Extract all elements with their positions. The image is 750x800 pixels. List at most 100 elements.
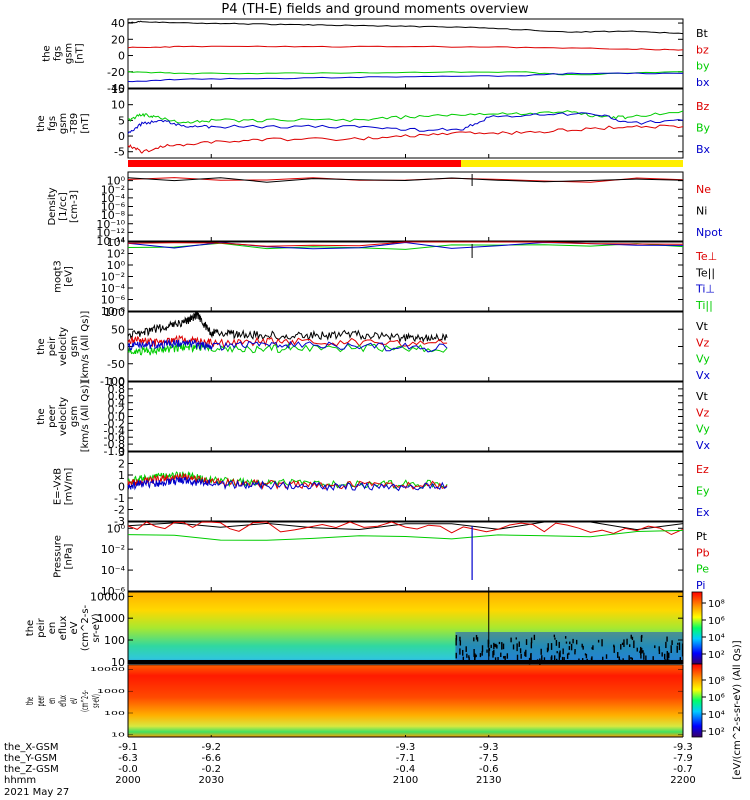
y-axis-label: Pressure	[53, 535, 64, 578]
legend-Vt: Vt	[696, 320, 709, 333]
y-tick-label: -3	[114, 515, 125, 528]
spectrogram-speckle	[474, 653, 476, 661]
spectrogram-fill	[128, 665, 683, 737]
colorbar: 10⁸ 10⁶ 10⁴ 10² 10⁸ 10⁶ 10⁴ 10² [eV/(cm^2-s-sr-…	[691, 591, 743, 780]
panel-peir_eflux: 10000 1000 100 10 the peir en eflux eV (cm^2-s-sr…	[25, 590, 684, 669]
y-tick-label: -0.8	[104, 438, 125, 451]
spectrogram-speckle	[582, 645, 584, 650]
y-axis-label: eflux	[58, 616, 69, 641]
spectrogram-speckle	[666, 653, 669, 662]
y-tick-label: 0.0	[108, 411, 126, 424]
series-line-Ez	[127, 473, 448, 490]
spectrogram-speckle	[663, 653, 666, 660]
y-axis-label: [km/s (All Qs)]	[80, 311, 91, 383]
y-axis-label: en	[46, 698, 58, 704]
y-axis-label: en	[47, 622, 58, 635]
spectrogram-speckle	[585, 653, 588, 659]
y-axis-label: peer	[35, 695, 47, 706]
x-axis-labels: the_X-GSM -9.1 -9.2 -9.3 -9.3 -9.3 the_Y-GSM -6…	[0, 736, 696, 800]
spectrogram-speckle	[525, 649, 527, 657]
spectrogram-speckle	[558, 641, 560, 648]
y-axis-label: peir	[36, 617, 47, 637]
legend-Vz: Vz	[696, 406, 710, 419]
spectrogram-speckle	[575, 639, 578, 645]
spectrogram-speckle	[496, 644, 498, 649]
y-tick-label: 10	[111, 732, 125, 738]
spectrogram-speckle	[670, 645, 672, 653]
y-axis-label: eV	[69, 621, 80, 634]
x-row-value: -9.3	[396, 742, 416, 753]
y-tick-label: 1000	[97, 689, 125, 695]
legend-Ni: Ni	[696, 205, 707, 218]
spectrogram-speckle	[586, 658, 588, 662]
y-tick-label: 0	[118, 481, 125, 494]
legend-Vz: Vz	[696, 336, 710, 349]
y-axis-label: sr-eV)	[90, 694, 102, 708]
spectrogram-speckle	[661, 652, 663, 657]
spectrogram-speckle	[665, 641, 667, 649]
spectrogram-speckle	[466, 653, 468, 658]
spectrogram-speckle	[479, 653, 482, 658]
y-tick-label: 5	[118, 114, 125, 127]
spectrogram-speckle	[645, 655, 647, 663]
y-tick-label: 10⁻⁴	[101, 282, 126, 295]
y-axis-label: the	[36, 408, 47, 424]
spectrogram-speckle	[494, 643, 496, 647]
spectrogram-speckle	[492, 650, 494, 658]
spectrogram-speckle	[562, 648, 564, 655]
y-axis-label: sr-eV)	[91, 613, 102, 642]
x-row-value: -0.7	[673, 764, 693, 775]
y-axis-label: gsm	[64, 43, 75, 64]
spectrogram-speckle	[473, 648, 475, 657]
y-tick-label: -100	[100, 375, 125, 388]
colorbar-tick-label: 10⁴	[708, 633, 725, 644]
legend-Ez: Ez	[696, 463, 709, 476]
spectrogram-speckle	[465, 646, 467, 652]
y-axis-label: the	[24, 697, 36, 705]
x-row-value: -7.1	[396, 753, 416, 764]
spectrogram-speckle	[640, 647, 643, 651]
y-axis-label: moqt3	[53, 260, 64, 293]
legend-Vy: Vy	[696, 353, 710, 366]
spectrogram-speckle	[555, 639, 558, 646]
x-row-value: 2130	[476, 775, 501, 786]
spectrogram-speckle	[530, 653, 532, 662]
legend-Te||: Te||	[695, 266, 715, 279]
legend-Npot: Npot	[696, 226, 723, 239]
spectrogram-speckle	[620, 644, 622, 650]
y-tick-label: -0.2	[104, 417, 125, 430]
spectrogram-speckle	[676, 645, 678, 653]
panel-frame	[127, 381, 684, 452]
spectrogram-speckle	[679, 657, 682, 662]
y-tick-label: 10⁰	[107, 259, 126, 272]
y-tick-label: 100	[104, 711, 125, 717]
x-row-value: -9.1	[118, 742, 138, 753]
panel-frame	[127, 521, 684, 592]
panel-peer_velocity: 1.00.80.60.40.20.0-0.2-0.4-0.6-0.8-1.0 th…	[36, 376, 711, 458]
y-tick-label: 100	[104, 306, 125, 319]
legend-By: By	[696, 122, 711, 135]
spectrogram-speckle	[574, 651, 576, 655]
y-tick-label: 10⁻¹⁴	[96, 235, 125, 248]
spectrogram-speckle	[570, 643, 573, 651]
spectrogram-speckle	[553, 634, 556, 638]
spectrogram-speckle	[455, 652, 457, 659]
x-row-value: 2100	[393, 775, 418, 786]
y-tick-label: -1	[114, 492, 125, 505]
y-tick-label: 10	[111, 656, 125, 669]
spectrogram-speckle	[572, 638, 574, 644]
y-tick-label: 50	[111, 323, 125, 336]
colorbar-tick-label: 10⁴	[708, 710, 725, 721]
y-axis-label: [nPa]	[64, 543, 75, 569]
spectrogram-speckle	[530, 642, 533, 649]
legend-Pe: Pe	[696, 563, 709, 576]
y-axis-label: the	[42, 45, 53, 61]
colorbar-tick-label: 10⁶	[708, 616, 725, 627]
spectrogram-speckle	[613, 645, 615, 653]
spectrogram-speckle	[556, 651, 558, 654]
spectrogram-speckle	[671, 640, 673, 646]
legend-Ti⊥: Ti⊥	[695, 283, 715, 296]
